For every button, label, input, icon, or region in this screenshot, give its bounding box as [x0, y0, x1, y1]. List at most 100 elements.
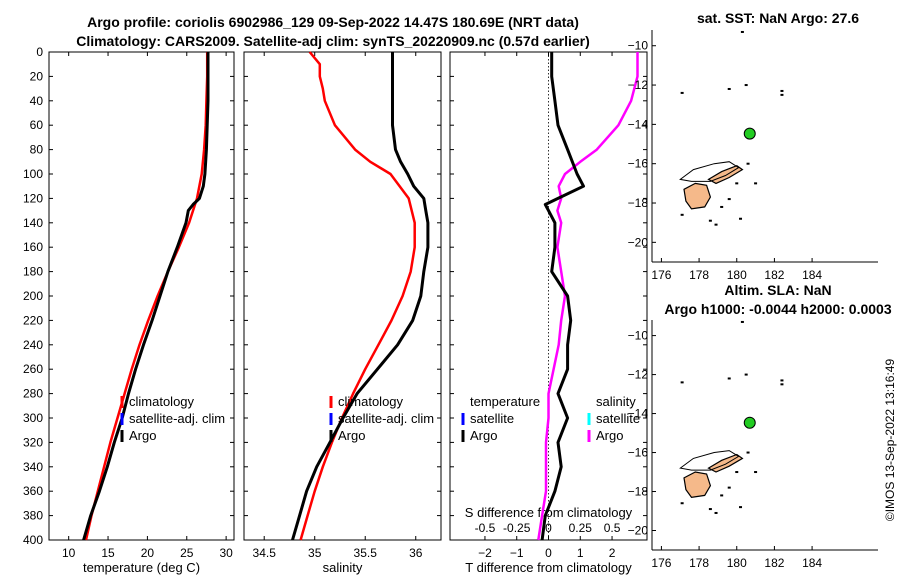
y-tick-label: 260 — [23, 362, 43, 376]
x-tick-label: 35 — [308, 546, 322, 560]
salinity-tick-label: 0.25 — [569, 521, 593, 535]
map-x-tick-label: 180 — [727, 556, 747, 570]
islet — [720, 494, 724, 497]
legend-label: climatology — [129, 394, 195, 409]
islet — [727, 198, 731, 201]
x-tick-label: 15 — [101, 546, 115, 560]
plot-frame — [243, 51, 442, 541]
salinity-axis-label: S difference from climatology — [465, 505, 633, 520]
land-viti-levu — [683, 471, 712, 499]
x-tick-label: 25 — [180, 546, 194, 560]
x-tick-label: −2 — [478, 546, 492, 560]
salinity-tick-label: -0.5 — [475, 521, 496, 535]
x-axis-label: temperature (deg C) — [83, 560, 200, 575]
islet — [714, 511, 718, 514]
figure-title-line2: Climatology: CARS2009. Satellite-adj cli… — [76, 33, 590, 49]
x-tick-label: 35.5 — [354, 546, 378, 560]
climatology-line — [299, 51, 416, 541]
islet — [680, 381, 684, 384]
map-y-tick-label: −18 — [628, 485, 649, 499]
map-x-tick-label: 182 — [764, 268, 784, 282]
islet — [780, 89, 784, 92]
reef-outline — [679, 161, 740, 182]
x-tick-label: 1 — [577, 546, 584, 560]
islet — [720, 205, 724, 208]
y-tick-label: 360 — [23, 484, 43, 498]
legend-label: Argo — [129, 428, 156, 443]
argo-line — [82, 52, 210, 541]
legend-label: climatology — [338, 394, 404, 409]
islet — [727, 87, 731, 90]
land-viti-levu — [683, 182, 712, 210]
temperature-panel: 0 20 40 60 80 100 120 140 160 180 200 220 240 260 280 3… — [23, 45, 235, 575]
imos-timestamp: ©IMOS 13-Sep-2022 13:16:49 — [883, 359, 897, 522]
legend-label: satellite — [470, 411, 514, 426]
islet — [780, 379, 784, 382]
legend-label: satellite — [596, 411, 640, 426]
map-y-tick-label: −10 — [628, 39, 649, 53]
islet — [746, 162, 750, 165]
islet — [680, 91, 684, 94]
legend-label: Argo — [338, 428, 365, 443]
legend-label: Argo — [470, 428, 497, 443]
y-tick-label: 400 — [23, 533, 43, 547]
y-tick-label: 220 — [23, 313, 43, 327]
x-axis-label: salinity — [323, 560, 363, 575]
islet — [746, 451, 750, 454]
sst-map-panel: −10 −12 −14 −16 −18 −20 176 178 180 182 184 — [628, 30, 878, 282]
salinity-panel: 34.5 35 35.5 36 salinity climatology satellite… — [243, 51, 442, 575]
argo-float-marker — [743, 127, 756, 140]
x-axis-label: T difference from climatology — [465, 560, 632, 575]
sst-map-title: sat. SST: NaN Argo: 27.6 — [697, 10, 859, 26]
map-x-tick-label: 178 — [689, 556, 709, 570]
islet — [754, 471, 758, 474]
islet — [780, 383, 784, 386]
map-x-tick-label: 182 — [764, 556, 784, 570]
map-y-tick-label: −12 — [628, 368, 649, 382]
islet — [740, 30, 744, 33]
map-y-tick-label: −20 — [628, 235, 649, 249]
y-tick-label: 180 — [23, 265, 43, 279]
islet — [744, 373, 748, 376]
y-tick-label: 100 — [23, 167, 43, 181]
y-tick-label: 240 — [23, 338, 43, 352]
islet — [735, 182, 739, 185]
legend-title: temperature — [470, 394, 540, 409]
y-tick-label: 160 — [23, 240, 43, 254]
legend-label: Argo — [596, 428, 623, 443]
reef-outline — [679, 450, 740, 471]
y-tick-label: 120 — [23, 191, 43, 205]
climatology-line — [84, 52, 209, 541]
sla-map-subtitle: Argo h1000: -0.0044 h2000: 0.0003 — [664, 301, 891, 317]
map-x-tick-label: 176 — [651, 556, 671, 570]
islet — [754, 182, 758, 185]
islet — [680, 502, 684, 505]
legend-label: satellite-adj. clim — [338, 411, 434, 426]
map-x-tick-label: 180 — [727, 268, 747, 282]
figure-title-line1: Argo profile: coriolis 6902986_129 09-Se… — [87, 14, 579, 30]
map-x-tick-label: 176 — [651, 268, 671, 282]
sla-map-title: Altim. SLA: NaN — [724, 282, 831, 298]
y-tick-label: 300 — [23, 411, 43, 425]
sla-map-panel: −10 −12 −14 −16 −18 −20 176 178 180 182 184 — [628, 320, 878, 570]
x-tick-label: 10 — [62, 546, 76, 560]
map-x-tick-label: 178 — [689, 268, 709, 282]
argo-line — [291, 52, 430, 541]
y-tick-label: 0 — [36, 45, 43, 59]
map-area — [652, 320, 878, 550]
islet — [680, 213, 684, 216]
islet — [714, 223, 718, 226]
map-y-tick-label: −16 — [628, 446, 649, 460]
x-tick-label: 36 — [409, 546, 423, 560]
y-tick-label: 200 — [23, 289, 43, 303]
map-y-tick-label: −12 — [628, 78, 649, 92]
salinity-tick-label: -0.25 — [503, 521, 531, 535]
legend-label: satellite-adj. clim — [129, 411, 225, 426]
islet — [735, 471, 739, 474]
map-area — [652, 30, 878, 262]
islet — [739, 506, 743, 509]
y-tick-label: 380 — [23, 509, 43, 523]
map-x-tick-label: 184 — [802, 556, 822, 570]
y-tick-label: 60 — [30, 118, 44, 132]
